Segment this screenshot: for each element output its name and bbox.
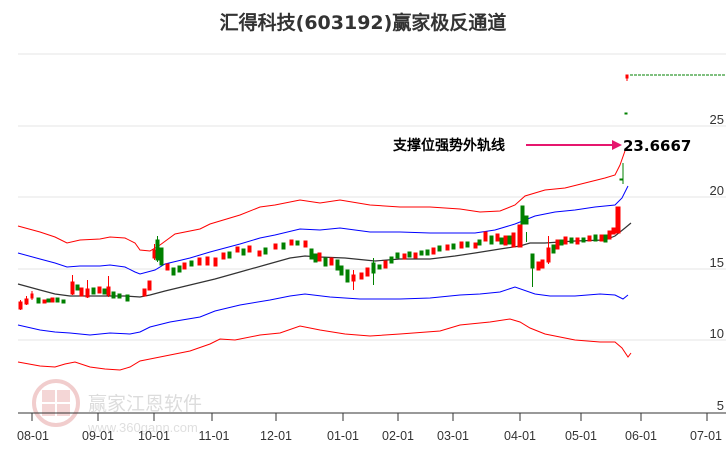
annotation: 支撑位强势外轨线 23.6667 [392,137,691,155]
x-tick-05-01: 05-01 [565,429,597,443]
x-axis-labels: 08-01 09-01 10-01 11-01 12-01 01-01 02-0… [17,429,722,443]
candles [18,74,726,310]
x-tick-02-01: 02-01 [382,429,414,443]
y-tick-10: 10 [710,326,724,341]
x-tick-08-01: 08-01 [17,429,49,443]
lower-inner-band [17,286,629,336]
y-tick-25: 25 [710,112,724,127]
upper-outer-band [17,147,627,252]
x-tick-11-01: 11-01 [198,429,229,443]
y-tick-15: 15 [710,255,724,270]
y-tick-5: 5 [717,398,724,413]
annotation-label: 支撑位强势外轨线 [392,137,505,154]
watermark-url: www.360gann.com [87,420,198,435]
x-tick-07-01: 07-01 [690,429,722,443]
arrow-head-icon [612,140,622,150]
x-axis [18,412,726,421]
x-tick-01-01: 01-01 [327,429,359,443]
upper-inner-band [17,185,629,275]
y-axis-labels: 25 20 15 10 5 [710,112,724,413]
watermark-name: 赢家江恩软件 [88,393,202,415]
x-tick-12-01: 12-01 [260,429,292,443]
x-tick-10-01: 10-01 [138,429,170,443]
y-tick-20: 20 [710,183,724,198]
x-tick-04-01: 04-01 [504,429,536,443]
lower-outer-band [17,318,632,371]
x-tick-09-01: 09-01 [82,429,114,443]
x-tick-03-01: 03-01 [437,429,469,443]
x-tick-06-01: 06-01 [625,429,657,443]
watermark: 赢家江恩软件 www.360gann.com [32,379,202,435]
chart-title: 汇得科技(603192)赢家极反通道 [219,12,507,34]
annotation-value: 23.6667 [623,137,691,155]
